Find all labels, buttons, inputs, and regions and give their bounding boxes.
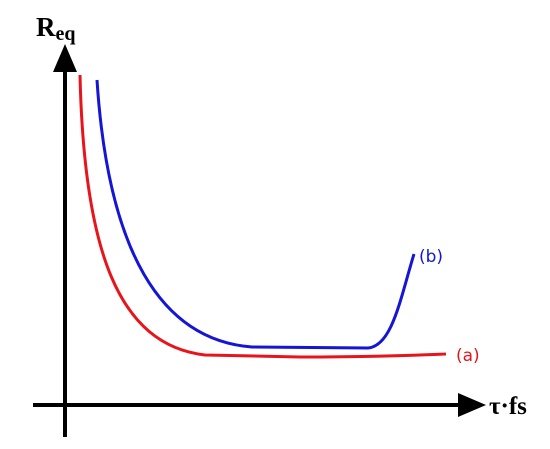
- y-axis-arrow: [53, 44, 77, 72]
- curve-b: [95, 79, 416, 350]
- y-axis-title: Req: [36, 12, 76, 45]
- x-axis-arrow: [458, 393, 486, 417]
- x-axis-title: τ·fs: [489, 393, 527, 420]
- curve-a: [78, 74, 447, 359]
- y-axis-title-main: R: [36, 12, 56, 42]
- curve-label: (a): [456, 346, 480, 366]
- y-axis-title-sub: eq: [56, 23, 76, 45]
- curve-label: (b): [419, 247, 443, 267]
